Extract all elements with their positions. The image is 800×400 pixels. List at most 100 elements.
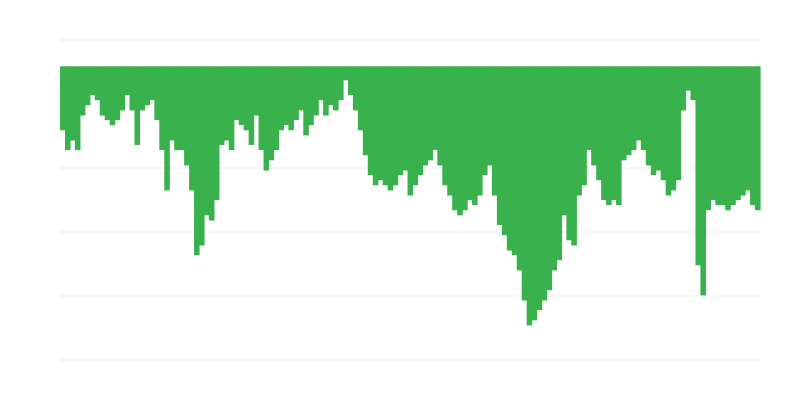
area-segment (422, 66, 428, 166)
area-segment (650, 66, 657, 176)
area-segment (481, 66, 488, 176)
area-segment (735, 66, 741, 201)
area-segment (159, 66, 165, 151)
area-segment (576, 66, 582, 196)
area-segment (169, 66, 175, 141)
area-segment (184, 66, 190, 166)
area-segment (94, 66, 101, 101)
area-segment (164, 66, 170, 191)
area-segment (442, 66, 448, 186)
area-segment (288, 66, 294, 131)
area-segment (745, 66, 751, 191)
area-segment (283, 66, 289, 126)
area-segment (516, 66, 523, 271)
area-segment (303, 66, 309, 136)
area-segment (556, 66, 563, 261)
area-segment (258, 66, 265, 151)
area-segment (616, 66, 622, 206)
area-segment (318, 66, 324, 101)
area-segment (452, 66, 458, 211)
area-segment (238, 66, 245, 126)
area-segment (571, 66, 577, 246)
area-segment (501, 66, 508, 236)
area-segment (601, 66, 607, 201)
area-segment (174, 66, 180, 151)
area-segment (372, 66, 379, 186)
area-segment (486, 66, 493, 166)
area-segment (114, 66, 121, 120)
area-segment (427, 66, 433, 161)
area-segment (328, 66, 334, 106)
area-segment (635, 66, 642, 141)
area-segment (670, 66, 677, 191)
area-segment (333, 66, 339, 111)
area-segment (462, 66, 468, 211)
area-segment (472, 66, 478, 206)
area-segment (690, 66, 697, 101)
area-segment (397, 66, 404, 176)
area-segment (606, 66, 612, 206)
area-segment (402, 66, 409, 171)
area-segment (506, 66, 513, 251)
area-segment (645, 66, 652, 166)
area-segment (313, 66, 319, 116)
area-segment (407, 66, 414, 196)
area-segment (248, 66, 255, 145)
area-segment (531, 66, 538, 321)
area-segment (109, 66, 116, 126)
area-segment (581, 66, 587, 186)
area-segment (134, 66, 141, 145)
area-segment (437, 66, 443, 166)
area-segment (566, 66, 572, 241)
area-segment (104, 66, 111, 120)
area-segment (194, 66, 200, 256)
area-segment (685, 66, 692, 91)
area-segment (655, 66, 662, 171)
area-segment (218, 66, 225, 145)
area-series (60, 66, 761, 326)
area-segment (64, 66, 71, 151)
area-segment (278, 66, 285, 131)
area-segment (477, 66, 483, 196)
area-segment (199, 66, 205, 246)
area-segment (89, 66, 96, 96)
area-segment (99, 66, 106, 116)
area-segment (208, 66, 215, 221)
area-segment (412, 66, 419, 186)
area-segment (149, 66, 155, 101)
area-segment (432, 66, 438, 151)
area-segment (119, 66, 126, 111)
area-segment (705, 66, 711, 211)
area-segment (60, 66, 66, 131)
area-segment (228, 66, 235, 151)
area-segment (521, 66, 528, 301)
area-segment (84, 66, 91, 106)
area-segment (293, 66, 299, 120)
area-segment (561, 66, 567, 216)
area-segment (189, 66, 195, 191)
area-segment (154, 66, 160, 120)
area-segment (377, 66, 384, 181)
area-segment (298, 66, 304, 111)
area-segment (338, 66, 344, 101)
area-segment (129, 66, 136, 111)
area-segment (367, 66, 374, 176)
area-segment (273, 66, 280, 151)
area-segment (496, 66, 503, 225)
area-segment (660, 66, 667, 181)
area-segment (526, 66, 533, 326)
area-segment (233, 66, 240, 120)
area-segment (323, 66, 329, 116)
area-segment (74, 66, 81, 151)
area-segment (491, 66, 498, 196)
area-segment (596, 66, 602, 181)
area-segment (750, 66, 756, 206)
area-segment (342, 66, 349, 81)
area-segment (253, 66, 260, 116)
area-segment (546, 66, 553, 291)
area-segment (586, 66, 592, 151)
area-segment (357, 66, 364, 131)
area-segment (387, 66, 394, 191)
area-segment (213, 66, 220, 201)
